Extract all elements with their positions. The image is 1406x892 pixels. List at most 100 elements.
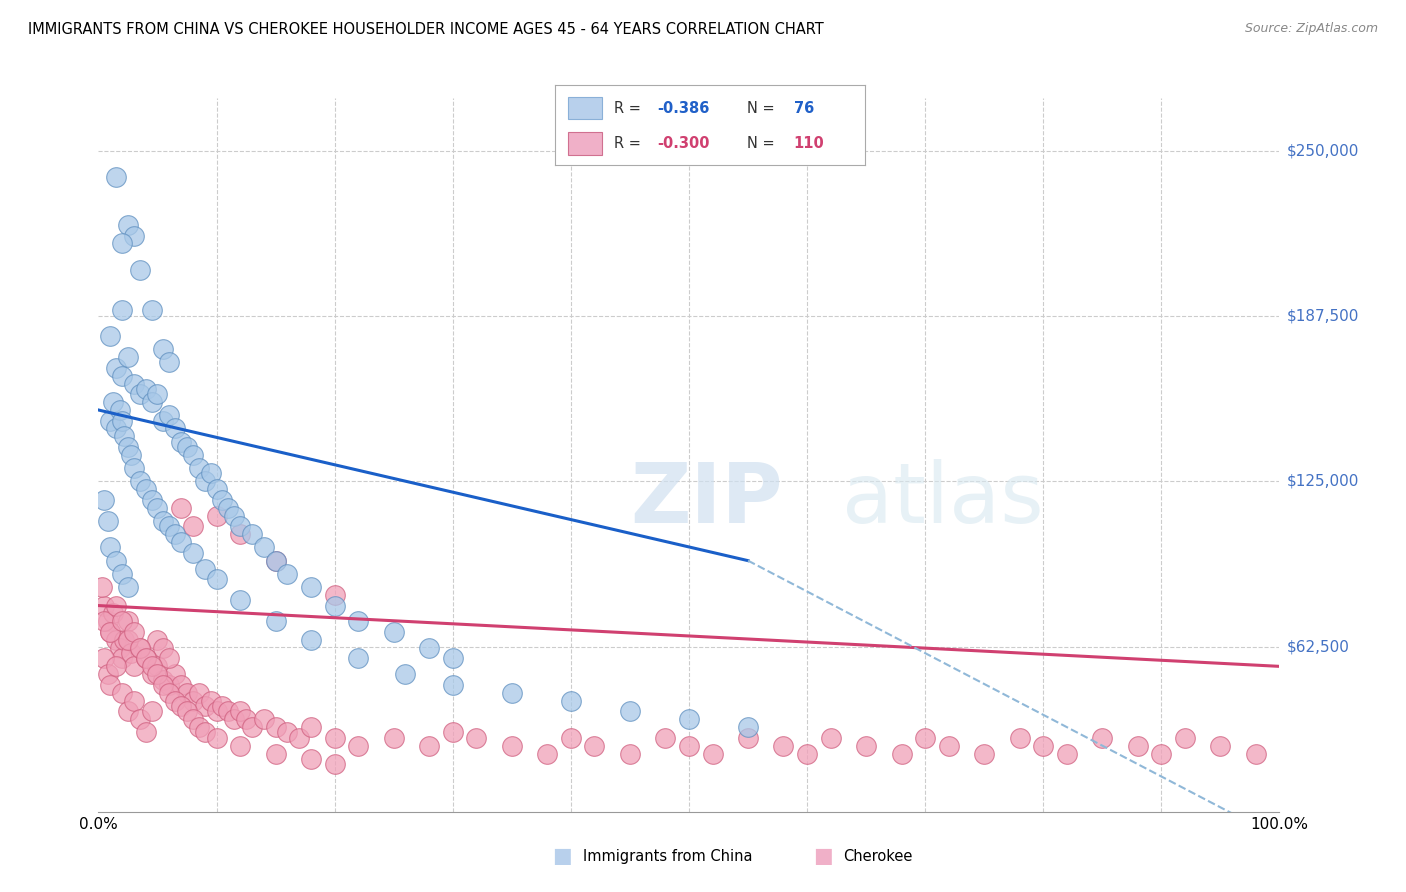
Point [560, 694, 582, 708]
Text: $187,500: $187,500 [1286, 309, 1358, 324]
Point [157, 409, 180, 423]
Point [117, 350, 139, 364]
Point [97, 667, 120, 681]
Point [1174, 731, 1197, 745]
Point [111, 686, 134, 700]
Point [157, 678, 180, 692]
Point [181, 546, 204, 560]
Point [98, 413, 121, 427]
Point [141, 704, 163, 718]
Point [128, 475, 150, 489]
Point [122, 625, 145, 640]
Point [224, 712, 246, 726]
Point [141, 492, 163, 507]
Point [141, 302, 163, 317]
Point [194, 698, 217, 713]
Point [117, 615, 139, 629]
Point [101, 395, 124, 409]
Point [98, 329, 121, 343]
Point [128, 640, 150, 655]
Point [101, 607, 124, 621]
Text: -0.300: -0.300 [658, 136, 710, 151]
Point [441, 651, 464, 665]
Point [288, 731, 311, 745]
Point [1126, 739, 1149, 753]
Point [1032, 739, 1054, 753]
Text: Source: ZipAtlas.com: Source: ZipAtlas.com [1244, 22, 1378, 36]
Point [347, 615, 370, 629]
Point [93, 615, 115, 629]
Point [1091, 731, 1114, 745]
Point [111, 236, 134, 251]
Point [181, 448, 204, 462]
Point [135, 725, 157, 739]
Point [105, 421, 128, 435]
Point [187, 461, 209, 475]
Point [323, 731, 346, 745]
Point [737, 731, 759, 745]
Point [165, 421, 187, 435]
Point [128, 263, 150, 277]
Point [146, 500, 169, 515]
Point [1008, 731, 1031, 745]
Point [211, 698, 233, 713]
Text: Cherokee: Cherokee [844, 849, 912, 863]
Point [299, 720, 322, 734]
Point [135, 382, 157, 396]
Point [205, 731, 228, 745]
Point [157, 686, 180, 700]
Point [347, 651, 370, 665]
Point [122, 659, 145, 673]
Point [914, 731, 936, 745]
Point [181, 694, 204, 708]
Point [135, 483, 157, 497]
Point [224, 508, 246, 523]
Point [264, 747, 287, 761]
Point [323, 599, 346, 613]
Point [299, 580, 322, 594]
Point [200, 467, 222, 481]
Point [97, 514, 120, 528]
Point [170, 434, 193, 449]
Point [93, 651, 115, 665]
Point [253, 541, 276, 555]
Point [157, 651, 180, 665]
Text: 110: 110 [793, 136, 824, 151]
Point [176, 686, 198, 700]
Point [111, 566, 134, 581]
Point [117, 218, 139, 232]
Point [772, 739, 794, 753]
Point [229, 527, 252, 541]
Point [382, 731, 405, 745]
Point [93, 492, 115, 507]
Point [820, 731, 842, 745]
Point [105, 554, 128, 568]
Point [91, 580, 114, 594]
Point [170, 535, 193, 549]
Point [394, 667, 416, 681]
Point [678, 739, 700, 753]
Text: atlas: atlas [842, 459, 1045, 541]
Point [111, 615, 134, 629]
Point [117, 632, 139, 647]
Point [654, 731, 676, 745]
Point [299, 632, 322, 647]
Point [105, 632, 128, 647]
Point [112, 429, 135, 443]
Point [264, 554, 287, 568]
Point [111, 302, 134, 317]
Point [347, 739, 370, 753]
Point [264, 615, 287, 629]
Point [737, 720, 759, 734]
Point [441, 678, 464, 692]
Point [702, 747, 724, 761]
FancyBboxPatch shape [568, 132, 602, 154]
Point [98, 541, 121, 555]
Point [98, 625, 121, 640]
Text: ■: ■ [553, 847, 572, 866]
Point [128, 640, 150, 655]
Point [619, 704, 641, 718]
Point [796, 747, 818, 761]
Point [194, 725, 217, 739]
Point [141, 659, 163, 673]
